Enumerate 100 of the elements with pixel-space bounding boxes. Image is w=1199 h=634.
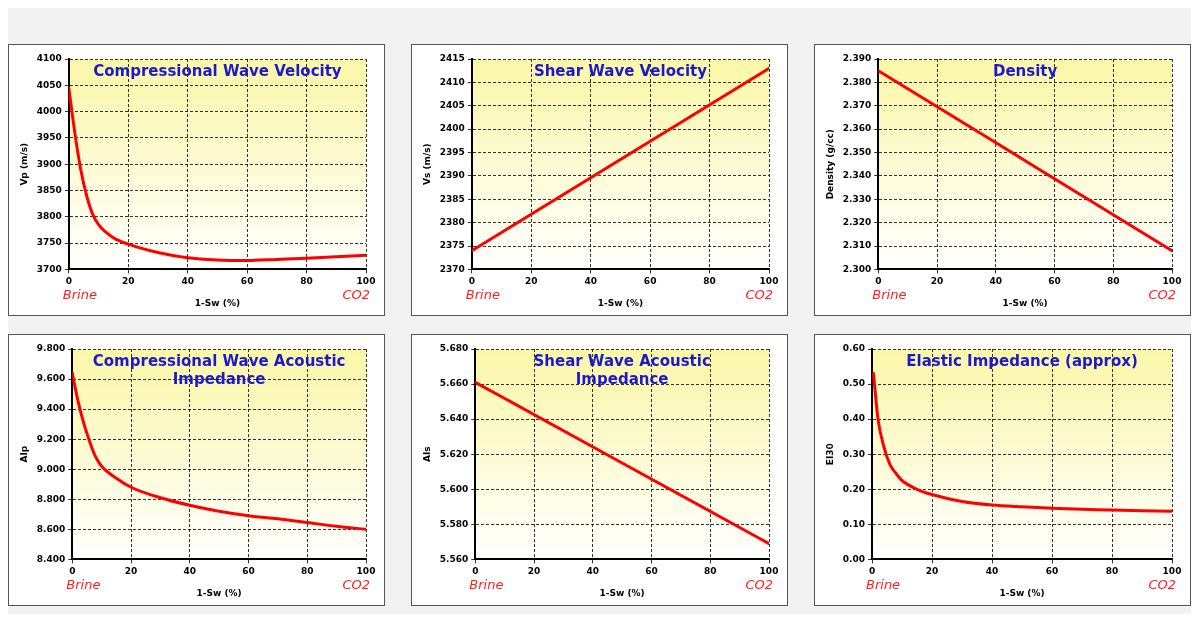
line-series [72,371,366,531]
y-tick-label: 5.640 [439,413,469,424]
text: Brine [465,287,500,303]
chart-title: Elastic Impedance (approx) [906,352,1138,371]
y-tick-label: 2375 [439,240,465,251]
x-tick-label: 60 [645,566,658,577]
chart-title: Density [992,62,1058,81]
x-tick-label: 100 [759,566,779,577]
x-tick-label: 40 [989,276,1003,287]
line-series [68,86,366,262]
y-tick-label: 8.800 [36,493,66,504]
y-tick-label: 0.30 [842,448,866,459]
y-tick-label: 2.320 [842,216,872,227]
y-axis-title: AIs [421,446,432,463]
line-series [872,372,1172,513]
y-tick-label: 5.680 [439,343,469,354]
chart-title: Compressional Wave Velocity [93,62,342,81]
y-tick-label: 2.360 [842,123,872,134]
x-tick-label: 20 [525,276,538,287]
text: CO2 [342,577,370,593]
x-tick-label: 60 [1048,276,1061,287]
x-tick-label: 100 [356,276,376,287]
x-tick-label: 0 [468,276,475,287]
y-axis-title: EI30 [824,443,835,466]
x-tick-label: 0 [69,566,76,577]
y-tick-label: 9.800 [36,343,66,354]
text: Brine [469,577,504,593]
y-tick-label: 0.50 [842,378,866,389]
x-tick-label: 0 [868,566,876,577]
x-tick-label: 40 [181,276,194,287]
y-tick-label: 2390 [439,170,465,181]
x-tick-label: 100 [1162,276,1182,287]
y-axis-title: Density (g/cc) [824,129,835,200]
y-tick-label: 0.20 [842,483,866,494]
x-tick-label: 20 [930,276,944,287]
y-tick-label: 5.600 [439,483,469,494]
text: Shear Wave Acoustic Impedance [533,352,711,389]
x-tick-label: 80 [300,276,313,287]
x-axis-title: 1-Sw (%) [597,297,644,308]
x-tick-label: 0 [875,276,882,287]
y-axis-title: Vp (m/s) [18,142,29,186]
y-tick-label: 4100 [36,53,62,64]
y-tick-label: 4000 [36,105,62,116]
x-axis-title: 1-Sw (%) [196,587,242,598]
chart-title: Shear Wave Velocity [533,62,708,81]
x-tick-label: 60 [1045,566,1059,577]
x-axis-title: 1-Sw (%) [1002,297,1048,308]
x-tick-label: 80 [703,566,717,577]
x-tick-label: 60 [643,276,657,287]
text: Brine [872,287,907,303]
x-tick-label: 100 [356,566,376,577]
text: CO2 [745,287,773,303]
x-tick-label: 40 [183,566,197,577]
y-tick-label: 5.660 [439,378,469,389]
x-tick-label: 40 [985,566,999,577]
text: CO2 [1148,287,1176,303]
y-tick-label: 9.600 [36,373,66,384]
x-axis-title: 1-Sw (%) [599,587,645,598]
y-tick-label: 2.340 [842,170,872,181]
y-tick-label: 2400 [439,123,465,134]
y-tick-label: 3800 [36,211,62,222]
x-tick-label: 0 [472,566,479,577]
y-tick-label: 5.560 [439,553,469,564]
y-tick-label: 0.10 [842,518,866,529]
y-tick-label: 2.370 [842,100,872,111]
y-tick-label: 3700 [36,263,62,274]
y-tick-label: 2395 [439,146,465,157]
y-tick-label: 2.350 [842,146,872,157]
y-tick-label: 9.400 [36,403,66,414]
x-tick-label: 60 [240,276,254,287]
x-tick-label: 80 [300,566,314,577]
y-tick-label: 2380 [439,216,465,227]
x-tick-label: 20 [122,276,135,287]
x-tick-label: 100 [1162,566,1182,577]
x-axis-title: 1-Sw (%) [194,297,241,308]
x-tick-label: 20 [527,566,541,577]
x-tick-label: 80 [1105,566,1119,577]
x-tick-label: 20 [925,566,939,577]
y-tick-label: 4050 [36,79,62,90]
x-tick-label: 0 [65,276,72,287]
y-tick-label: 2415 [439,53,465,64]
text: CO2 [745,577,773,593]
y-tick-label: 2.300 [842,263,872,274]
y-tick-label: 2405 [439,100,465,111]
x-tick-label: 40 [586,566,600,577]
y-tick-label: 3950 [36,132,62,143]
x-axis-title: 1-Sw (%) [999,587,1045,598]
x-tick-label: 100 [759,276,779,287]
text: Brine [66,577,101,593]
y-tick-label: 2.310 [842,240,872,251]
text: CO2 [1148,577,1176,593]
y-tick-label: 2410 [439,76,465,87]
text: Brine [62,287,97,303]
y-axis-title: AIp [18,445,29,463]
x-tick-label: 20 [124,566,138,577]
x-tick-label: 40 [584,276,597,287]
y-tick-label: 9.000 [36,463,66,474]
y-tick-label: 0.60 [842,343,866,354]
y-tick-label: 2.380 [842,76,872,87]
text: CO2 [342,287,370,303]
